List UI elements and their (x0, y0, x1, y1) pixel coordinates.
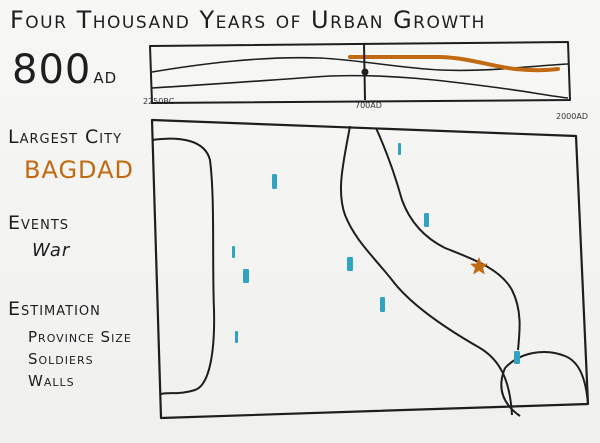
largest-city-label: Largest City (8, 126, 123, 148)
map-marker (514, 351, 520, 364)
largest-city-value: BAGDAD (24, 156, 135, 184)
timeline-line-lower (151, 74, 569, 99)
map-marker (398, 143, 401, 155)
timeline-line-upper (151, 56, 569, 73)
map-marker (232, 246, 235, 258)
timeline-cursor-dot (361, 68, 369, 76)
map-marker (235, 331, 238, 343)
estimation-item-walls: Walls (28, 372, 75, 390)
map-left-boundary (151, 137, 216, 395)
map-river-west (339, 125, 513, 416)
map-river-east (375, 127, 521, 351)
timeline-tick-end: 2000AD (556, 112, 588, 121)
timeline-growth-curve (348, 55, 560, 73)
current-year: 800 AD (12, 48, 117, 100)
estimation-label: Estimation (8, 298, 101, 320)
map-marker (243, 269, 249, 283)
map-marker (347, 257, 353, 271)
timeline-tick-start: 2250BC (143, 97, 175, 106)
map-markers (232, 143, 520, 364)
map-marker (424, 213, 429, 227)
current-year-value: 800 (12, 47, 92, 93)
current-year-suffix: AD (93, 69, 118, 87)
map-bottom-right-region-inner (500, 367, 521, 417)
map-frame (150, 118, 590, 420)
map-marker (380, 297, 385, 312)
star-icon (470, 257, 488, 275)
events-label: Events (8, 212, 70, 234)
page-title: Four Thousand Years of Urban Growth (10, 6, 486, 34)
estimation-item-province-size: Province Size (28, 328, 132, 346)
estimation-item-soldiers: Soldiers (28, 350, 94, 368)
timeline-tick-middle: 700AD (355, 101, 382, 110)
map-marker (272, 174, 277, 189)
timeline-box (149, 41, 571, 104)
event-item: War (32, 240, 71, 261)
